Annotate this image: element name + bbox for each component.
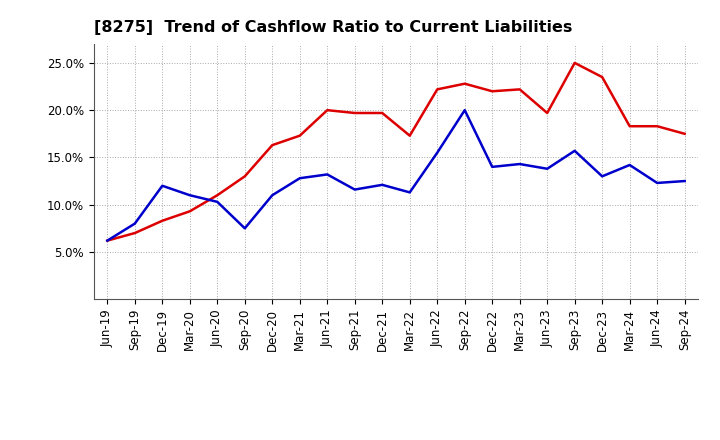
Operating CF to Current Liabilities bbox=[405, 133, 414, 138]
Operating CF to Current Liabilities bbox=[460, 81, 469, 86]
Operating CF to Current Liabilities bbox=[158, 218, 166, 224]
Free CF to Current Liabilities bbox=[323, 172, 332, 177]
Free CF to Current Liabilities bbox=[460, 107, 469, 113]
Free CF to Current Liabilities bbox=[240, 226, 249, 231]
Free CF to Current Liabilities bbox=[570, 148, 579, 154]
Free CF to Current Liabilities bbox=[598, 174, 606, 179]
Operating CF to Current Liabilities bbox=[240, 174, 249, 179]
Line: Operating CF to Current Liabilities: Operating CF to Current Liabilities bbox=[107, 63, 685, 241]
Free CF to Current Liabilities bbox=[295, 176, 304, 181]
Operating CF to Current Liabilities bbox=[213, 193, 222, 198]
Operating CF to Current Liabilities bbox=[543, 110, 552, 116]
Operating CF to Current Liabilities bbox=[488, 88, 497, 94]
Free CF to Current Liabilities bbox=[405, 190, 414, 195]
Operating CF to Current Liabilities bbox=[186, 209, 194, 214]
Free CF to Current Liabilities bbox=[626, 162, 634, 168]
Operating CF to Current Liabilities bbox=[378, 110, 387, 116]
Free CF to Current Liabilities bbox=[351, 187, 359, 192]
Operating CF to Current Liabilities bbox=[295, 133, 304, 138]
Free CF to Current Liabilities bbox=[268, 193, 276, 198]
Free CF to Current Liabilities bbox=[543, 166, 552, 172]
Free CF to Current Liabilities bbox=[488, 164, 497, 169]
Line: Free CF to Current Liabilities: Free CF to Current Liabilities bbox=[107, 110, 685, 241]
Operating CF to Current Liabilities bbox=[103, 238, 112, 243]
Free CF to Current Liabilities bbox=[680, 178, 689, 183]
Free CF to Current Liabilities bbox=[433, 150, 441, 155]
Operating CF to Current Liabilities bbox=[323, 107, 332, 113]
Free CF to Current Liabilities bbox=[103, 238, 112, 243]
Operating CF to Current Liabilities bbox=[268, 143, 276, 148]
Free CF to Current Liabilities bbox=[186, 193, 194, 198]
Operating CF to Current Liabilities bbox=[680, 131, 689, 136]
Free CF to Current Liabilities bbox=[213, 199, 222, 205]
Operating CF to Current Liabilities bbox=[130, 231, 139, 236]
Operating CF to Current Liabilities bbox=[626, 124, 634, 129]
Operating CF to Current Liabilities bbox=[653, 124, 662, 129]
Free CF to Current Liabilities bbox=[130, 221, 139, 226]
Free CF to Current Liabilities bbox=[158, 183, 166, 188]
Text: [8275]  Trend of Cashflow Ratio to Current Liabilities: [8275] Trend of Cashflow Ratio to Curren… bbox=[94, 20, 572, 35]
Free CF to Current Liabilities bbox=[378, 182, 387, 187]
Operating CF to Current Liabilities bbox=[351, 110, 359, 116]
Operating CF to Current Liabilities bbox=[433, 87, 441, 92]
Operating CF to Current Liabilities bbox=[598, 74, 606, 80]
Legend: Operating CF to Current Liabilities, Free CF to Current Liabilities: Operating CF to Current Liabilities, Fre… bbox=[149, 438, 643, 440]
Operating CF to Current Liabilities bbox=[570, 60, 579, 66]
Free CF to Current Liabilities bbox=[653, 180, 662, 186]
Free CF to Current Liabilities bbox=[516, 161, 524, 167]
Operating CF to Current Liabilities bbox=[516, 87, 524, 92]
